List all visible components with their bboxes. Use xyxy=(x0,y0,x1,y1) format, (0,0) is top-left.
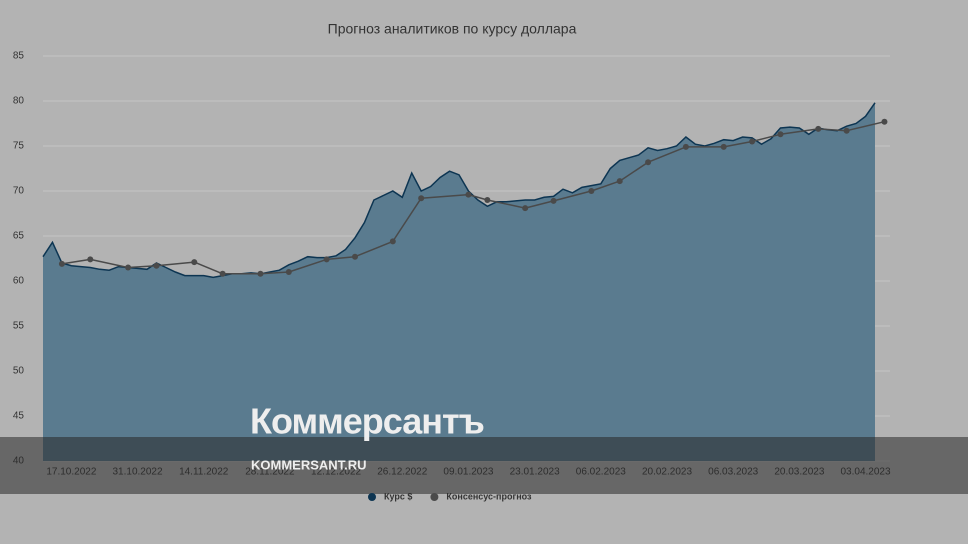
consensus-segment xyxy=(326,255,356,261)
consensus-segment xyxy=(619,161,649,182)
consensus-point xyxy=(323,256,330,263)
y-tick-label: 70 xyxy=(13,186,25,197)
consensus-point xyxy=(153,262,160,269)
consensus-point xyxy=(389,238,396,245)
consensus-point xyxy=(219,270,226,277)
consensus-point xyxy=(58,260,65,267)
consensus-point xyxy=(191,259,198,266)
consensus-point xyxy=(125,264,132,271)
watermark-site: KOMMERSANT.RU xyxy=(251,457,367,472)
consensus-segment xyxy=(61,258,91,265)
consensus-segment xyxy=(751,133,781,143)
watermark-band xyxy=(0,437,968,494)
consensus-point xyxy=(749,138,756,145)
consensus-segment xyxy=(421,193,469,199)
area xyxy=(43,102,875,462)
legend-label: Курс $ xyxy=(384,491,412,501)
consensus-point xyxy=(843,127,850,134)
consensus-segment xyxy=(288,258,327,273)
consensus-segment xyxy=(156,261,195,267)
consensus-point xyxy=(645,159,652,166)
y-tick-label: 65 xyxy=(13,231,25,242)
consensus-segment xyxy=(818,128,847,132)
consensus-segment xyxy=(524,200,554,209)
consensus-point xyxy=(616,178,623,185)
watermark-brand: Коммерсантъ xyxy=(250,401,484,442)
consensus-segment xyxy=(780,128,819,136)
consensus-point xyxy=(484,197,491,203)
y-tick-label: 55 xyxy=(13,321,25,332)
y-tick-label: 80 xyxy=(13,96,25,107)
legend-marker xyxy=(430,493,439,501)
consensus-segment xyxy=(487,199,526,209)
consensus-segment xyxy=(128,264,157,269)
consensus-segment xyxy=(392,197,422,242)
consensus-point xyxy=(881,118,888,125)
consensus-point xyxy=(777,131,784,138)
consensus-segment xyxy=(193,261,223,275)
consensus-segment xyxy=(260,271,289,275)
legend-marker xyxy=(368,493,376,501)
consensus-point xyxy=(87,256,94,263)
y-tick-label: 85 xyxy=(13,51,25,62)
area-line xyxy=(42,102,876,279)
chart-title: Прогноз аналитиков по курсу доллара xyxy=(328,21,577,37)
consensus-point xyxy=(257,270,264,277)
legend: Курс $ Консенсус-прогноз xyxy=(368,491,532,501)
consensus-point xyxy=(720,143,727,150)
consensus-point xyxy=(588,188,595,194)
consensus-point xyxy=(465,191,472,198)
y-tick-label: 60 xyxy=(13,276,25,287)
consensus-segment xyxy=(90,258,129,269)
consensus-segment xyxy=(553,190,592,202)
consensus-segment xyxy=(468,193,488,201)
consensus-point xyxy=(352,253,358,260)
legend-label: Консенсус-прогноз xyxy=(446,491,532,501)
consensus-point xyxy=(285,269,292,275)
consensus-segment xyxy=(591,180,620,192)
consensus-point xyxy=(522,205,529,212)
y-tick-label: 50 xyxy=(13,366,25,377)
consensus-segment xyxy=(846,120,885,132)
consensus-point xyxy=(682,143,689,150)
consensus-segment xyxy=(354,240,394,258)
consensus-point xyxy=(815,125,822,132)
consensus-point xyxy=(550,197,557,204)
consensus-segment xyxy=(647,146,687,163)
consensus-segment xyxy=(723,140,753,148)
y-tick-label: 45 xyxy=(13,411,25,422)
consensus-point xyxy=(418,195,425,202)
y-tick-label: 75 xyxy=(13,141,25,152)
